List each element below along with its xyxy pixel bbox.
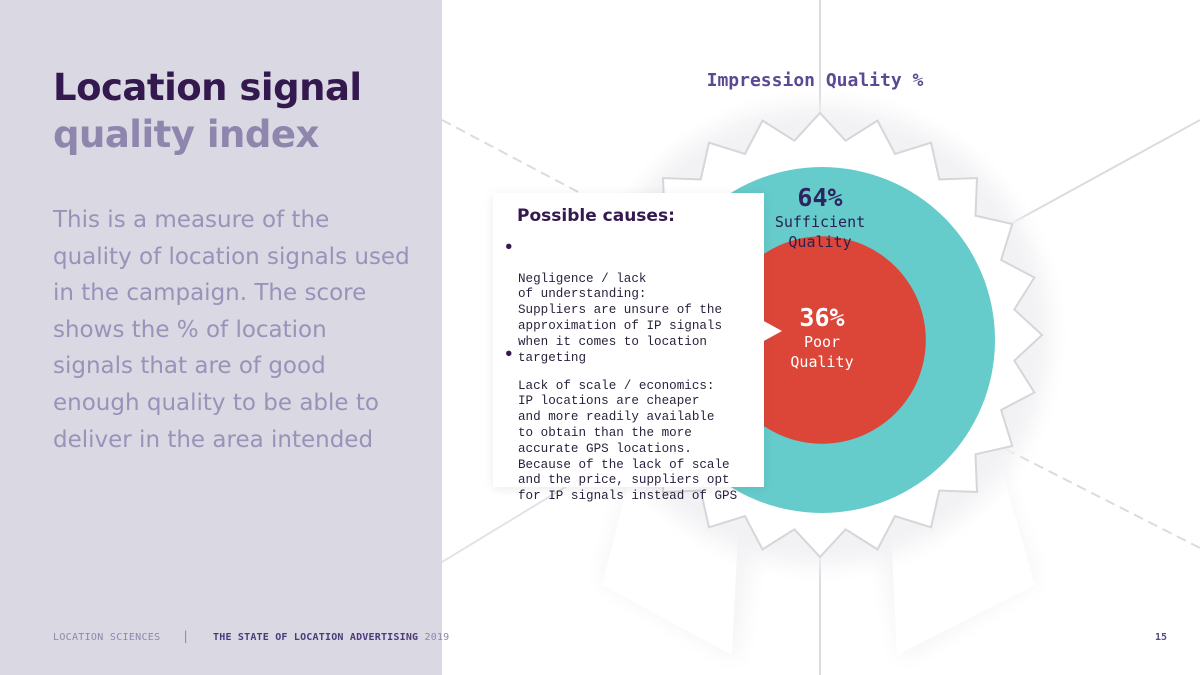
bullet-icon: ● [505, 347, 513, 361]
poor-label-line1: Poor [803, 333, 841, 351]
title-line-2: quality index [53, 113, 319, 156]
callout-pointer [762, 320, 782, 342]
cause-item: ● Lack of scale / economics: IP location… [505, 347, 757, 521]
footer-report-name: THE STATE OF LOCATION ADVERTISING [213, 632, 419, 643]
title-line-1: Location signal [53, 66, 362, 109]
footer-report-title: THE STATE OF LOCATION ADVERTISING 2019 [213, 632, 449, 643]
sufficient-quality-label: 64% Sufficient Quality [740, 184, 900, 252]
page-number: 15 [1154, 632, 1167, 643]
sufficient-label-line2: Quality [788, 233, 852, 251]
poor-percent: 36% [799, 303, 845, 332]
footer-separator: | [182, 629, 190, 643]
footer-brand: LOCATION SCIENCES [53, 632, 161, 643]
possible-causes-callout: Possible causes: ● Negligence / lack of … [493, 193, 764, 503]
left-panel [0, 0, 442, 675]
poor-quality-slice [718, 236, 926, 444]
poor-quality-label: 36% Poor Quality [742, 304, 902, 372]
poor-label-line2: Quality [790, 353, 854, 371]
footer-year: 2019 [424, 632, 450, 643]
chart-title: Impression Quality % [706, 70, 924, 91]
callout-title: Possible causes: [517, 206, 675, 226]
cause-text: Lack of scale / economics: IP locations … [518, 378, 738, 504]
sufficient-percent: 64% [797, 183, 843, 212]
page-title: Location signal quality index [53, 64, 362, 158]
sufficient-label-line1: Sufficient [774, 213, 866, 231]
cause-item: ● Negligence / lack of understanding: Su… [505, 240, 757, 382]
cause-text: Negligence / lack of understanding: Supp… [518, 271, 723, 365]
bullet-icon: ● [505, 240, 513, 254]
description-text: This is a measure of the quality of loca… [53, 207, 410, 453]
